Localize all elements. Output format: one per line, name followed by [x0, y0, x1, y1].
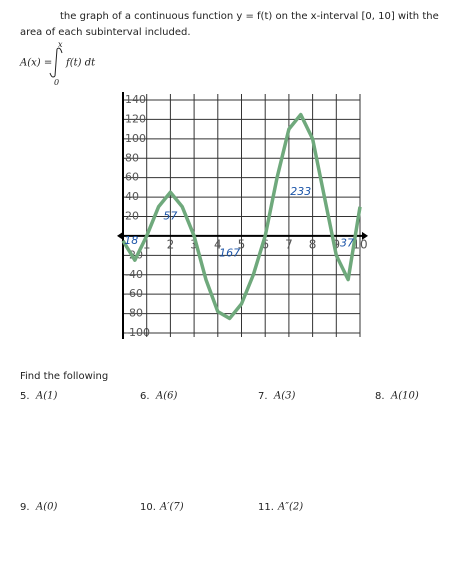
area-label: 18 [124, 234, 138, 247]
formula-lhs: A(x) = [19, 58, 52, 69]
question-number: 11. [258, 502, 274, 513]
y-tick-label: 120 [125, 112, 146, 125]
question-number: 6. [140, 391, 150, 402]
x-tick-label: 7 [285, 237, 293, 251]
y-tick-label: 100 [125, 132, 146, 145]
x-tick-label: 6 [261, 237, 269, 251]
questions-heading: Find the following [20, 371, 108, 382]
question-number: 9. [20, 502, 30, 513]
x-tick-label: 3 [190, 237, 198, 251]
formula-integrand: f(t) dt [65, 58, 96, 69]
question-expr: A(1) [35, 391, 57, 402]
question-number: 5. [20, 391, 30, 402]
question-number: 8. [375, 391, 385, 402]
x-tick-label: 5 [238, 237, 246, 251]
y-tick-label: 80 [125, 151, 139, 164]
y-tick-label: 140 [125, 93, 146, 106]
area-label: 233 [290, 185, 311, 198]
question-expr: A(0) [35, 502, 57, 513]
formula-upper: x [58, 40, 63, 49]
y-tick-label: 40 [125, 190, 139, 203]
y-tick-label: 60 [125, 171, 139, 184]
formula-lower: 0 [54, 78, 59, 87]
y-tick-label: 20 [125, 210, 139, 223]
y-tick-label: -40 [125, 268, 143, 281]
x-tick-label: 9 [332, 237, 340, 251]
y-tick-label: -60 [125, 287, 143, 300]
area-label: 37 [340, 237, 354, 250]
questions: 5. A(1) 6. A(6) 7. A(3) 8. A(10) 9. A(0) 10. A′(7) 1… [20, 391, 419, 514]
question-expr: A(3) [273, 391, 295, 402]
question-expr: A(6) [155, 391, 177, 402]
x-tick-label: 1 [143, 237, 151, 251]
x-tick-label: 4 [214, 237, 222, 251]
y-tick-label: -100 [125, 326, 150, 339]
area-label: 57 [163, 210, 177, 223]
intro-line: area of each subinterval included. [20, 27, 191, 38]
x-tick-label: 2 [167, 237, 175, 251]
x-tick-label: 8 [309, 237, 317, 251]
question-expr: A″(2) [277, 502, 303, 513]
intro-line: the graph of a continuous function y = f… [60, 11, 439, 22]
integral-sign [49, 47, 63, 78]
function-curve [121, 112, 362, 321]
question-expr: A′(7) [159, 502, 184, 513]
question-expr: A(10) [390, 391, 419, 402]
area-label: 167 [219, 246, 240, 259]
y-tick-label: -80 [125, 307, 143, 320]
question-number: 10. [140, 502, 156, 513]
question-number: 7. [258, 391, 268, 402]
